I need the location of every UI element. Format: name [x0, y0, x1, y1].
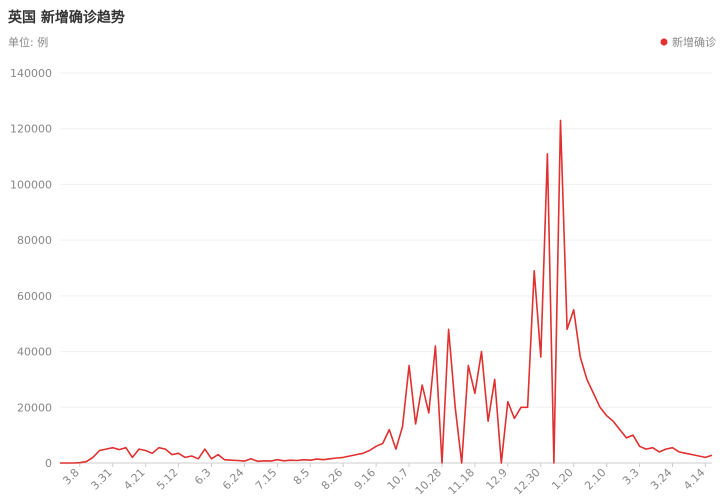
x-tick-label: 3.24 — [648, 466, 675, 493]
x-tick-label: 3.31 — [88, 466, 115, 493]
x-tick-label: 5.12 — [154, 466, 181, 493]
x-tick-label: 12.30 — [511, 466, 542, 497]
x-tick-label: 12.9 — [483, 466, 510, 493]
x-tick-label: 4.21 — [121, 466, 148, 493]
line — [60, 119, 713, 464]
y-tick-label: 20000 — [17, 401, 52, 414]
x-tick-label: 8.26 — [319, 466, 346, 493]
legend-marker — [660, 38, 668, 46]
chart-subtitle: 单位: 例 — [8, 35, 48, 49]
x-tick-label: 7.15 — [253, 466, 280, 493]
x-tick-label: 8.5 — [291, 466, 313, 488]
y-tick-label: 80000 — [17, 234, 52, 247]
x-tick-label: 6.3 — [192, 466, 214, 488]
x-tick-label: 10.7 — [385, 466, 412, 493]
x-tick-label: 3.3 — [620, 466, 642, 488]
x-tick-label: 2.10 — [582, 466, 609, 493]
x-tick-label: 3.8 — [60, 466, 82, 488]
x-tick-label: 10.28 — [413, 466, 444, 497]
legend-label: 新增确诊 — [672, 35, 716, 49]
x-tick-label: 1.20 — [549, 466, 576, 493]
x-tick-label: 9.16 — [352, 466, 379, 493]
y-tick-label: 120000 — [10, 123, 52, 136]
chart-title: 英国 新增确诊趋势 — [7, 9, 125, 26]
x-tick-label: 6.24 — [220, 466, 247, 493]
x-tick-label: 11.18 — [446, 466, 477, 497]
y-tick-label: 0 — [45, 457, 52, 470]
y-tick-label: 140000 — [10, 67, 52, 80]
y-tick-label: 40000 — [17, 346, 52, 359]
y-tick-label: 100000 — [10, 178, 52, 191]
x-tick-label: 4.14 — [681, 466, 708, 493]
y-tick-label: 60000 — [17, 290, 52, 303]
